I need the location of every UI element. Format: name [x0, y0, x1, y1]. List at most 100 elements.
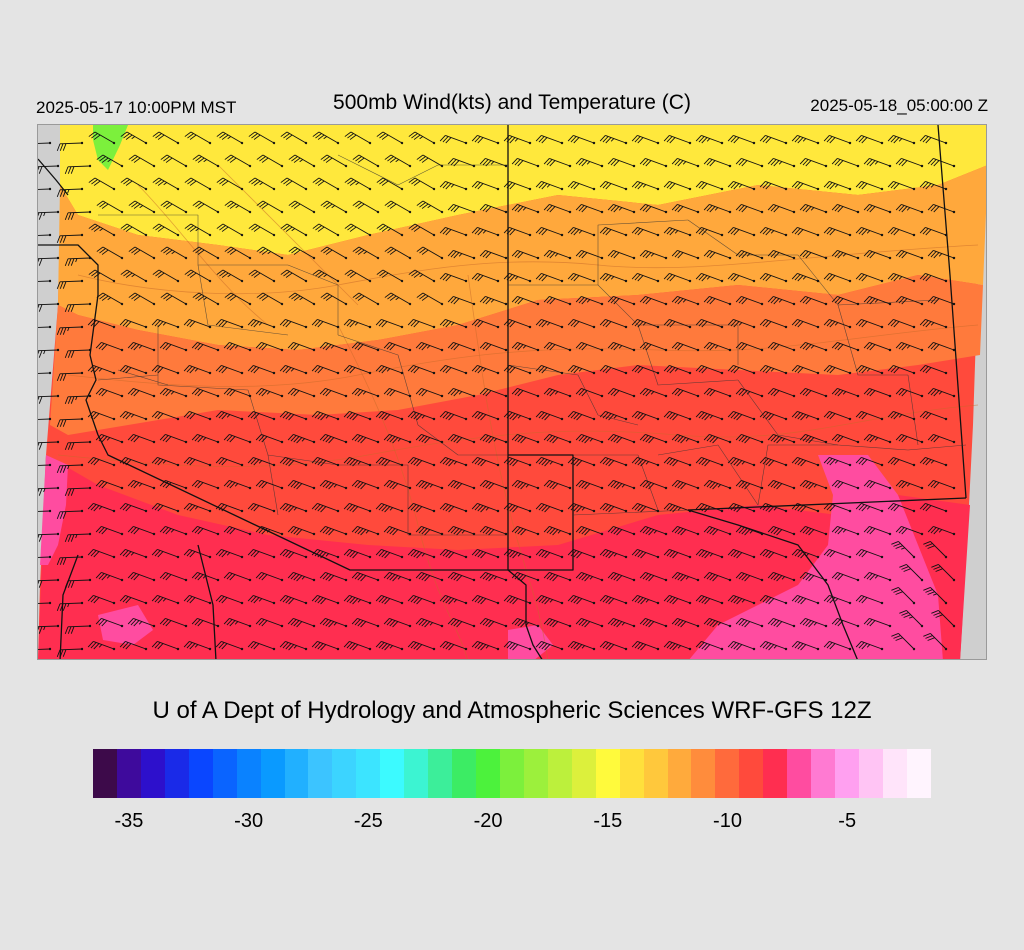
wind-barb-full [535, 135, 542, 142]
wind-barb [759, 365, 788, 375]
wind-barb-full [709, 252, 716, 259]
wind-barb-half [618, 345, 623, 349]
wind-barb-full [155, 179, 162, 185]
wind-barb-shaft [198, 246, 219, 259]
wind-barb-full [195, 156, 202, 162]
wind-barb-full [773, 160, 780, 167]
wind-barb-station [304, 417, 308, 421]
wind-barb-full [347, 225, 354, 231]
wind-barb [479, 296, 508, 306]
wind-barb-full [802, 435, 809, 442]
wind-barb-shaft [453, 250, 475, 259]
wind-barb-station [792, 302, 796, 306]
wind-barb-full [384, 200, 392, 206]
wind-barb-station [496, 371, 500, 375]
wind-barb-station [752, 325, 756, 329]
wind-barb-full [160, 292, 168, 298]
wind-barb-full [762, 412, 769, 419]
wind-barb-full [439, 365, 446, 372]
wind-barb-full [695, 319, 702, 326]
wind-barb-shaft [613, 204, 635, 213]
temperature-region-pink-small [98, 605, 153, 645]
wind-barb-shaft [166, 154, 187, 167]
wind-barb-station [632, 440, 636, 444]
wind-barb [191, 388, 220, 398]
wind-barb-full [352, 292, 360, 298]
wind-barb-full [157, 226, 165, 232]
wind-barb-shaft [198, 154, 219, 167]
wind-barb [727, 411, 756, 421]
wind-barb-shaft [221, 319, 243, 328]
wind-barb-shaft [541, 181, 563, 190]
wind-barb-full [131, 156, 138, 162]
wind-barb-half [650, 253, 655, 257]
wind-barb-station [816, 325, 820, 329]
wind-barb-full [517, 390, 524, 397]
wind-barb-shaft [102, 246, 123, 259]
wind-barb-full [511, 296, 518, 303]
wind-barb-full [802, 159, 809, 166]
wind-barb-station [472, 394, 476, 398]
wind-barb-full [311, 411, 318, 418]
county-boundary [98, 214, 288, 266]
wind-barb-full [160, 200, 168, 206]
wind-barb-half [778, 299, 783, 303]
wind-barb-shaft [549, 342, 571, 351]
wind-barb [320, 246, 348, 260]
wind-barb-full [773, 344, 780, 351]
wind-barb [767, 158, 796, 168]
wind-barb [663, 273, 692, 283]
wind-barb-station [344, 210, 348, 214]
wind-barb-station [280, 164, 284, 168]
wind-barb-shaft [701, 135, 723, 144]
wind-barb [543, 342, 572, 352]
wind-barb [511, 296, 540, 306]
wind-barb-station [208, 371, 212, 375]
wind-barb-station [856, 394, 860, 398]
wind-barb-station [472, 256, 476, 260]
wind-barb-full [933, 252, 940, 259]
wind-barb [151, 411, 180, 421]
wind-barb-full [802, 205, 809, 212]
wind-barb-station [560, 279, 564, 283]
wind-barb-full [538, 136, 545, 143]
wind-barb-full [570, 366, 577, 373]
wind-barb-full [503, 273, 510, 280]
wind-barb-shaft [893, 365, 915, 374]
wind-barb-full [605, 183, 612, 190]
wind-barb-full [567, 135, 574, 142]
wind-barb-full [485, 252, 492, 259]
wind-barb-half [259, 182, 264, 186]
wind-barb-shaft [925, 227, 947, 236]
wind-barb-station [112, 141, 116, 145]
wind-barb-shaft [59, 418, 83, 421]
wind-barb-station [504, 440, 508, 444]
wind-barb-full [255, 388, 262, 395]
wind-barb-full [895, 250, 902, 257]
wind-barb-full [709, 160, 716, 167]
wind-barb-full [151, 365, 158, 372]
wind-barb-station [944, 233, 948, 237]
wind-barb-shaft [709, 434, 731, 443]
wind-barb-shaft [837, 434, 859, 443]
wind-barb-full [415, 434, 422, 441]
wind-barb-full [808, 437, 815, 444]
wind-barb [376, 131, 404, 145]
wind-barb-full [192, 246, 200, 252]
wind-barb-full [799, 250, 806, 257]
wind-barb-shaft [669, 273, 691, 282]
wind-barb [887, 135, 916, 145]
wind-barb-shaft [166, 200, 187, 213]
wind-barb-half [162, 322, 167, 326]
wind-barb-full [226, 343, 233, 350]
wind-barb-full [259, 248, 266, 254]
wind-barb-shaft [165, 388, 187, 397]
wind-barb-shaft [637, 227, 659, 236]
wind-barb-station [912, 233, 916, 237]
wind-barb-station [688, 233, 692, 237]
wind-barb-full [38, 304, 40, 312]
wind-barb [215, 319, 244, 329]
wind-barb [408, 269, 436, 283]
wind-barb-shaft [126, 131, 147, 144]
wind-barb-full [829, 183, 836, 190]
